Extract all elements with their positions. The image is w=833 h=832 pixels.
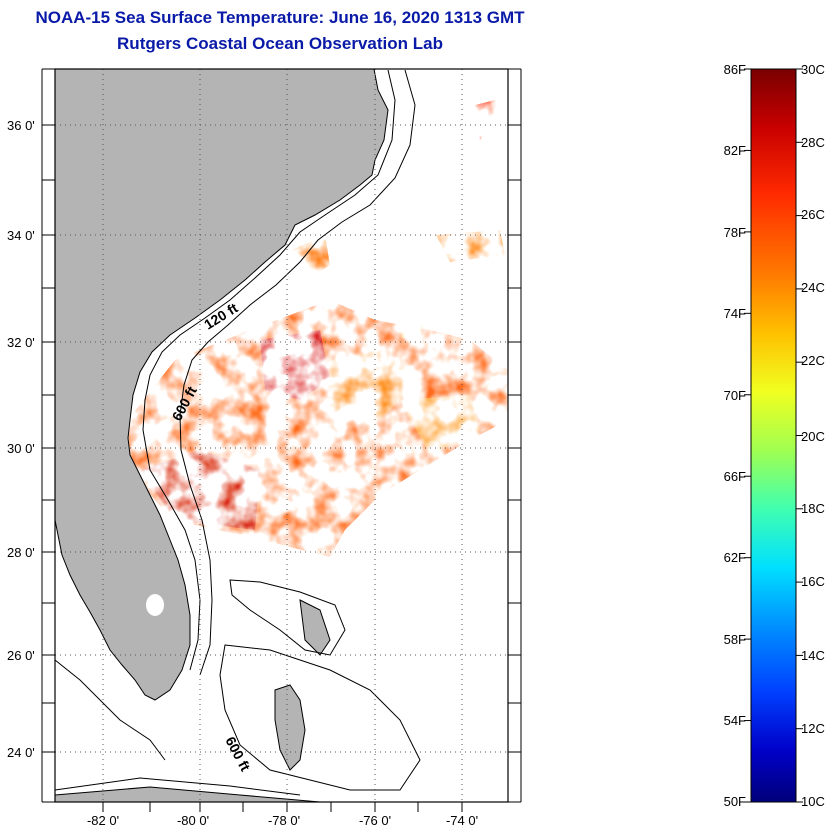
- lat-label-34: 34 0': [7, 228, 35, 243]
- isobath-cuba: [55, 777, 301, 796]
- colorbar-fahrenheit-labels: 86F 82F 78F 74F 70F 66F 62F 58F 54F 50F: [724, 62, 746, 809]
- temperature-colorbar: 86F 82F 78F 74F 70F 66F 62F 58F 54F 50F …: [724, 62, 825, 809]
- c-label-28: 28C: [801, 135, 825, 150]
- lon-label-80: -80 0': [177, 813, 209, 828]
- f-label-54: 54F: [724, 713, 746, 728]
- lon-label-82: -82 0': [87, 813, 119, 828]
- c-label-30: 30C: [801, 62, 825, 77]
- c-label-26: 26C: [801, 207, 825, 222]
- f-label-82: 82F: [724, 143, 746, 158]
- c-label-22: 22C: [801, 353, 825, 368]
- colorbar-scale: [750, 68, 797, 803]
- colorbar-celsius-labels: 30C 28C 26C 24C 22C 20C 18C 16C 14C 12C …: [801, 62, 825, 809]
- cuba-land: [55, 786, 321, 802]
- map-frame: [54, 68, 509, 803]
- lat-label-30: 30 0': [7, 441, 35, 456]
- c-label-12: 12C: [801, 721, 825, 736]
- lon-label-78: -78 0': [268, 813, 300, 828]
- lat-label-24: 24 0': [7, 745, 35, 760]
- lat-label-32: 32 0': [7, 335, 35, 350]
- lake-okeechobee: [146, 594, 164, 616]
- f-label-62: 62F: [724, 550, 746, 565]
- lon-label-74: -74 0': [446, 813, 478, 828]
- c-label-10: 10C: [801, 794, 825, 809]
- f-label-70: 70F: [724, 388, 746, 403]
- c-label-24: 24C: [801, 280, 825, 295]
- map-ticks: [41, 68, 522, 812]
- isobath-600ft: [179, 69, 416, 676]
- f-label-58: 58F: [724, 632, 746, 647]
- isobath-keys: [55, 659, 166, 761]
- map-title: NOAA-15 Sea Surface Temperature: June 16…: [35, 8, 525, 27]
- c-label-20: 20C: [801, 429, 825, 444]
- f-label-86: 86F: [724, 62, 746, 77]
- c-label-16: 16C: [801, 574, 825, 589]
- us-coastline-land: [55, 69, 389, 701]
- c-label-18: 18C: [801, 501, 825, 516]
- longitude-labels: -82 0' -80 0' -78 0' -76 0' -74 0': [87, 813, 478, 828]
- map-subtitle: Rutgers Coastal Ocean Observation Lab: [117, 34, 443, 53]
- map-grid: [55, 69, 508, 802]
- isobath-120ft: [142, 69, 396, 671]
- lat-label-36: 36 0': [7, 118, 35, 133]
- f-label-66: 66F: [724, 469, 746, 484]
- f-label-50: 50F: [724, 794, 746, 809]
- bahamas-andros-land: [274, 684, 306, 771]
- f-label-78: 78F: [724, 225, 746, 240]
- latitude-labels: 36 0' 34 0' 32 0' 30 0' 28 0' 26 0' 24 0…: [7, 118, 35, 760]
- lon-label-76: -76 0': [359, 813, 391, 828]
- f-label-74: 74F: [724, 306, 746, 321]
- lat-label-28: 28 0': [7, 545, 35, 560]
- bahamas-abaco-land: [299, 599, 331, 656]
- lat-label-26: 26 0': [7, 648, 35, 663]
- c-label-14: 14C: [801, 648, 825, 663]
